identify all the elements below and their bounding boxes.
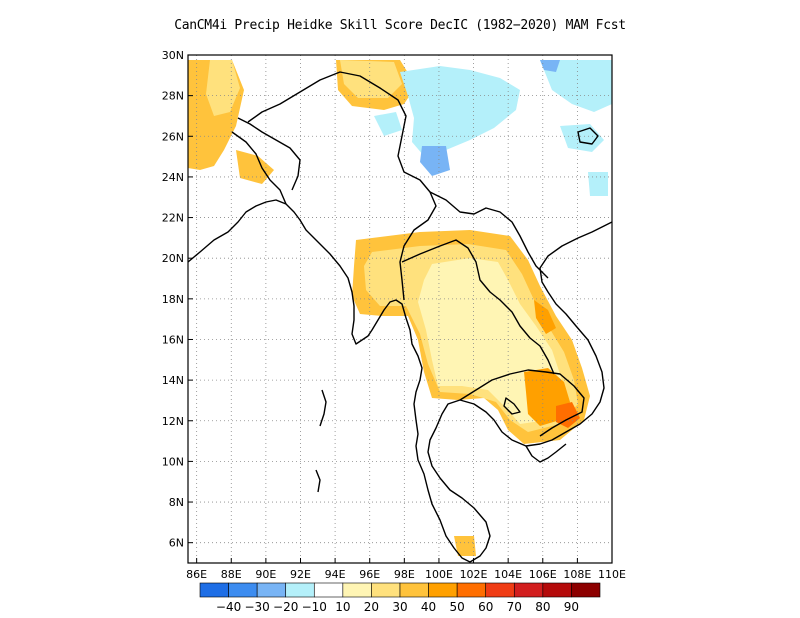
x-tick-label: 102E — [460, 568, 488, 581]
border-myanmar — [247, 71, 437, 301]
y-tick-label: 16N — [162, 333, 184, 346]
page-title: CanCM4i Precip Heidke Skill Score DecIC … — [174, 18, 626, 33]
coastline-west-bay — [188, 199, 471, 563]
x-tick-label: 110E — [598, 568, 626, 581]
colorbar-label: 70 — [507, 600, 522, 614]
y-tick-label: 30N — [162, 49, 184, 62]
x-tick-label: 100E — [425, 568, 453, 581]
x-tick-label: 106E — [529, 568, 557, 581]
colorbar-swatch — [313, 582, 344, 598]
island-andaman-1 — [319, 389, 327, 427]
border-thailand-laos — [401, 239, 555, 375]
lake-tonle-sap — [503, 397, 521, 415]
colorbar-swatch — [399, 582, 429, 598]
y-tick-label: 28N — [162, 90, 184, 103]
colorbar-label: 60 — [478, 600, 493, 614]
colorbar-label: −10 — [302, 600, 327, 614]
map-gridlines — [188, 55, 612, 563]
colorbar-swatch — [285, 582, 315, 598]
x-tick-label: 92E — [290, 568, 311, 581]
island-hainan — [577, 127, 599, 145]
positive-skill-30-40-core-area — [188, 60, 590, 556]
colorbar-label: 50 — [450, 600, 465, 614]
y-tick-label: 20N — [162, 252, 184, 265]
negative-skill-10-20-area — [374, 60, 612, 196]
colorbar-swatch — [456, 582, 487, 598]
colorbar-swatch — [342, 582, 372, 598]
y-tick-label: 26N — [162, 130, 184, 143]
colorbar-swatch — [371, 582, 401, 598]
colorbar-label: −40 — [216, 600, 241, 614]
coastlines-and-borders — [188, 71, 612, 563]
border-cambodia — [459, 369, 585, 437]
colorbar-swatch — [485, 582, 515, 598]
colorbar-label: 90 — [564, 600, 579, 614]
colorbar-swatch — [428, 582, 458, 598]
y-tick-label: 12N — [162, 415, 184, 428]
positive-skill-40-50-area — [524, 300, 570, 426]
x-tick-label: 96E — [359, 568, 380, 581]
y-tick-label: 14N — [162, 374, 184, 387]
island-andaman-2 — [315, 469, 321, 493]
x-tick-label: 94E — [325, 568, 346, 581]
border-india-bangladesh — [231, 131, 287, 205]
colorbar-swatch — [542, 582, 572, 598]
y-tick-label: 22N — [162, 212, 184, 225]
colorbar-label: −30 — [244, 600, 269, 614]
colorbar-swatch — [571, 582, 601, 598]
colorbar-swatch — [199, 582, 229, 598]
x-tick-label: 98E — [394, 568, 415, 581]
colorbar-swatch — [513, 582, 544, 598]
colorbar-label: 80 — [535, 600, 550, 614]
colorbar-label: −20 — [273, 600, 298, 614]
skill-score-field — [188, 60, 612, 556]
map-frame — [187, 54, 613, 564]
border-laos-china — [429, 191, 549, 279]
y-tick-label: 24N — [162, 171, 184, 184]
colorbar: −40 −30 −20 −10 10 20 30 40 50 60 70 80 90 — [199, 582, 601, 614]
negative-skill-20-30-area — [420, 60, 560, 176]
coastline-gulf — [427, 221, 612, 563]
colorbar-label: 40 — [421, 600, 436, 614]
x-tick-label: 104E — [494, 568, 522, 581]
longitude-axis: 86E 88E 90E 92E 94E 96E 98E 100E 102E 104E 106E 108… — [186, 558, 626, 581]
border-northeast — [237, 117, 301, 191]
y-tick-label: 10N — [162, 455, 184, 468]
y-tick-label: 8N — [169, 496, 184, 509]
y-tick-label: 18N — [162, 293, 184, 306]
x-tick-label: 108E — [563, 568, 591, 581]
colorbar-label: 10 — [335, 600, 350, 614]
x-tick-label: 86E — [186, 568, 207, 581]
x-tick-label: 90E — [255, 568, 276, 581]
x-tick-label: 88E — [221, 568, 242, 581]
colorbar-label: 20 — [364, 600, 379, 614]
y-tick-label: 6N — [169, 537, 184, 550]
colorbar-swatch — [256, 582, 287, 598]
coastline-south-vietnam — [525, 443, 567, 463]
colorbar-swatch — [228, 582, 258, 598]
colorbar-label: 30 — [392, 600, 407, 614]
latitude-axis: 30N 28N 26N 24N 22N 20N 18N 16N 14N 12N 10N 8N 6N — [162, 49, 193, 550]
